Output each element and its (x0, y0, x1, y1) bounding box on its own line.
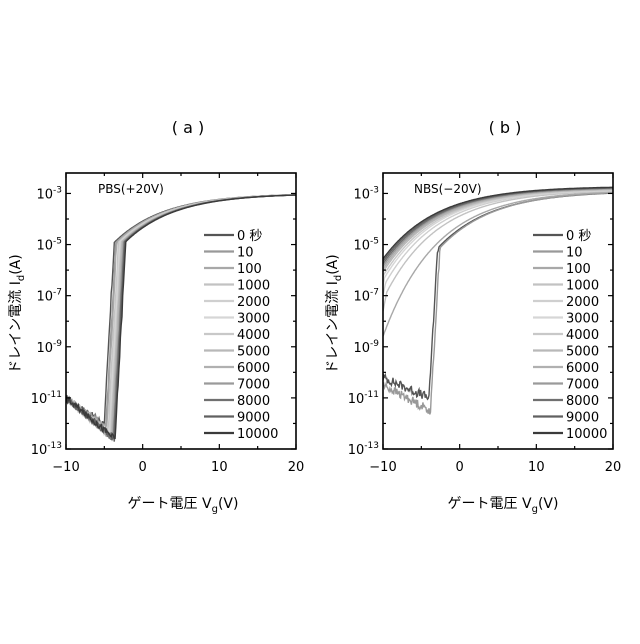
legend-label: 3000 (566, 312, 599, 327)
x-tick-label: 20 (288, 460, 305, 475)
y-tick-label: 10-9 (36, 339, 62, 356)
y-tick-label: 10-13 (31, 441, 62, 458)
panel-a-y-axis-label: ドレイン電流 Id(A) (8, 254, 27, 373)
panel-b-y-axis-label: ドレイン電流 Id(A) (325, 254, 344, 373)
legend-label: 10000 (566, 427, 607, 442)
legend-label: 3000 (237, 312, 270, 327)
panel-b-legend: 0 秒 10100 10002000 30004000 50006000 70008000… (533, 229, 607, 442)
legend-label: 10 (566, 246, 583, 261)
y-tick-label: 10-13 (348, 441, 379, 458)
panel-b-x-axis-label: ゲート電圧 Vg(V) (448, 496, 559, 515)
legend-label: 4000 (237, 328, 270, 343)
y-tick-label: 10-11 (348, 390, 379, 407)
legend-label: 5000 (566, 345, 599, 360)
legend-label: 10000 (237, 427, 278, 442)
x-tick-label: −10 (52, 460, 79, 475)
legend-label: 0 秒 (237, 229, 262, 244)
panel-a-legend: 0 秒 10100 10002000 30004000 50006000 70008000… (204, 229, 278, 442)
y-tick-label: 10-9 (353, 339, 379, 356)
legend-label: 5000 (237, 345, 270, 360)
legend-label: 6000 (237, 361, 270, 376)
x-tick-label: 10 (211, 460, 228, 475)
legend-label: 8000 (566, 394, 599, 409)
y-tick-label: 10-5 (353, 237, 379, 254)
legend-label: 6000 (566, 361, 599, 376)
panel-a-annotation: PBS(+20V) (98, 182, 164, 196)
legend-label: 1000 (566, 279, 599, 294)
legend-label: 8000 (237, 394, 270, 409)
legend-label: 10 (237, 246, 254, 261)
legend-label: 4000 (566, 328, 599, 343)
x-tick-label: 20 (605, 460, 622, 475)
legend-label: 7000 (566, 378, 599, 393)
panel-a: ( a ) PBS(+20V) 10-3 10-5 10-7 10-9 10-11 10-… (8, 118, 304, 515)
y-tick-label: 10-5 (36, 237, 62, 254)
panel-b: ( b ) NBS(−20V) 10-3 10-5 10-7 10-9 10-11 10-… (325, 118, 621, 515)
x-tick-label: 10 (528, 460, 545, 475)
panel-a-x-axis-label: ゲート電圧 Vg(V) (128, 496, 239, 515)
legend-label: 7000 (237, 378, 270, 393)
legend-label: 2000 (566, 295, 599, 310)
y-tick-label: 10-7 (36, 288, 62, 305)
x-tick-label: 0 (139, 460, 147, 475)
y-tick-label: 10-7 (353, 288, 379, 305)
legend-label: 2000 (237, 295, 270, 310)
legend-label: 100 (566, 262, 591, 277)
legend-label: 1000 (237, 279, 270, 294)
y-tick-label: 10-3 (353, 185, 379, 202)
x-tick-label: 0 (456, 460, 464, 475)
panel-b-label: ( b ) (489, 118, 522, 137)
x-tick-label: −10 (369, 460, 396, 475)
legend-label: 100 (237, 262, 262, 277)
legend-label: 9000 (237, 411, 270, 426)
legend-label: 9000 (566, 411, 599, 426)
panel-a-label: ( a ) (172, 118, 204, 137)
panel-b-annotation: NBS(−20V) (414, 182, 482, 196)
legend-label: 0 秒 (566, 229, 591, 244)
y-tick-label: 10-3 (36, 185, 62, 202)
y-tick-label: 10-11 (31, 390, 62, 407)
